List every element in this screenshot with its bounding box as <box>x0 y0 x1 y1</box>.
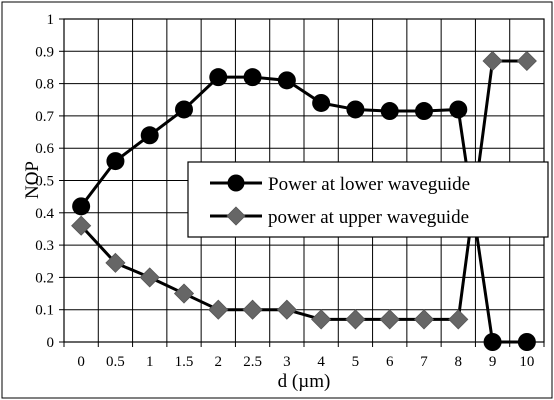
series-lines <box>71 50 537 351</box>
data-point-lower-waveguide <box>483 333 502 351</box>
data-point-lower-waveguide <box>243 68 262 87</box>
data-point-lower-waveguide <box>140 126 159 145</box>
legend-label-lower: Power at lower waveguide <box>268 174 470 195</box>
data-point-upper-waveguide <box>105 252 126 273</box>
x-tick-label: 9 <box>489 354 497 370</box>
y-tick-label: 0.1 <box>35 303 54 319</box>
y-tick-label: 0.4 <box>35 206 54 222</box>
data-point-lower-waveguide <box>449 100 468 119</box>
data-point-lower-waveguide <box>175 100 193 119</box>
x-tick-label: 4 <box>317 354 325 370</box>
legend-box <box>187 161 549 238</box>
y-tick-label: 0.5 <box>35 174 54 190</box>
data-point-lower-waveguide <box>312 93 331 112</box>
data-point-lower-waveguide <box>415 102 433 121</box>
data-point-upper-waveguide <box>482 50 503 72</box>
x-tick-label: 5 <box>352 354 360 370</box>
x-tick-label: 2 <box>215 354 223 370</box>
x-axis-title: d (µm) <box>278 371 331 392</box>
data-point-lower-waveguide <box>380 102 399 121</box>
y-tick-label: 0.6 <box>35 141 54 157</box>
data-point-upper-waveguide <box>413 309 435 330</box>
x-tick-label: 6 <box>386 354 394 370</box>
data-point-upper-waveguide <box>345 309 366 330</box>
legend-marker-lower <box>227 174 245 192</box>
data-point-lower-waveguide <box>277 71 296 90</box>
x-tick-label: 10 <box>519 354 534 370</box>
y-axis-title: NOP <box>22 161 43 199</box>
x-tick-label: 8 <box>455 354 463 370</box>
data-point-lower-waveguide <box>72 197 91 216</box>
x-tick-label: 2.5 <box>243 354 262 370</box>
data-point-upper-waveguide <box>516 50 537 72</box>
legend-label-upper: power at upper waveguide <box>268 207 469 228</box>
x-tick-label: 3 <box>283 354 291 370</box>
data-point-upper-waveguide <box>139 267 160 288</box>
x-tick-labels: 0 0.5 1 1.5 2 2.5 3 4 5 6 7 8 9 10 <box>77 354 534 370</box>
data-point-upper-waveguide <box>276 299 297 320</box>
y-tick-label: 0.9 <box>35 44 54 60</box>
y-tick-label: 0.3 <box>35 238 54 254</box>
data-point-lower-waveguide <box>517 333 536 351</box>
legend-marker-upper <box>226 206 246 226</box>
data-point-upper-waveguide <box>311 309 332 330</box>
y-tick-label: 0.2 <box>35 270 54 286</box>
data-point-upper-waveguide <box>208 299 229 320</box>
y-tick-label: 0.7 <box>35 109 54 125</box>
y-tick-label: 0.8 <box>35 77 54 93</box>
y-tick-label: 0 <box>47 335 55 351</box>
data-point-lower-waveguide <box>346 100 365 119</box>
data-point-upper-waveguide <box>448 309 469 330</box>
x-tick-label: 0 <box>77 354 85 370</box>
data-point-lower-waveguide <box>209 68 228 87</box>
x-tick-label: 1 <box>146 354 154 370</box>
data-point-lower-waveguide <box>106 152 125 171</box>
x-tick-label: 0.5 <box>106 354 125 370</box>
data-point-upper-waveguide <box>242 299 263 320</box>
y-tick-label: 1 <box>47 12 55 28</box>
legend: Power at lower waveguide power at upper … <box>187 161 549 238</box>
data-point-upper-waveguide <box>379 309 400 330</box>
x-tick-label: 1.5 <box>175 354 194 370</box>
data-point-upper-waveguide <box>173 283 195 304</box>
y-tick-labels: 0 0.1 0.2 0.3 0.4 0.5 0.6 0.7 0.8 0.9 1 <box>35 12 54 351</box>
x-tick-label: 7 <box>420 354 428 370</box>
data-point-upper-waveguide <box>71 215 92 236</box>
